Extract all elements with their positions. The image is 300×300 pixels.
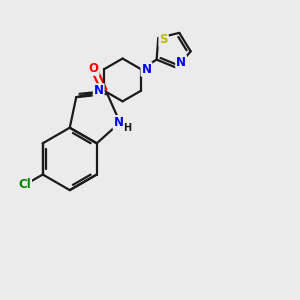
Text: N: N	[113, 116, 124, 129]
Text: O: O	[88, 62, 99, 75]
Text: N: N	[94, 84, 104, 97]
Text: N: N	[141, 63, 152, 76]
Text: Cl: Cl	[18, 178, 31, 191]
Text: S: S	[159, 33, 168, 46]
Text: H: H	[123, 123, 131, 133]
Text: N: N	[176, 56, 186, 69]
